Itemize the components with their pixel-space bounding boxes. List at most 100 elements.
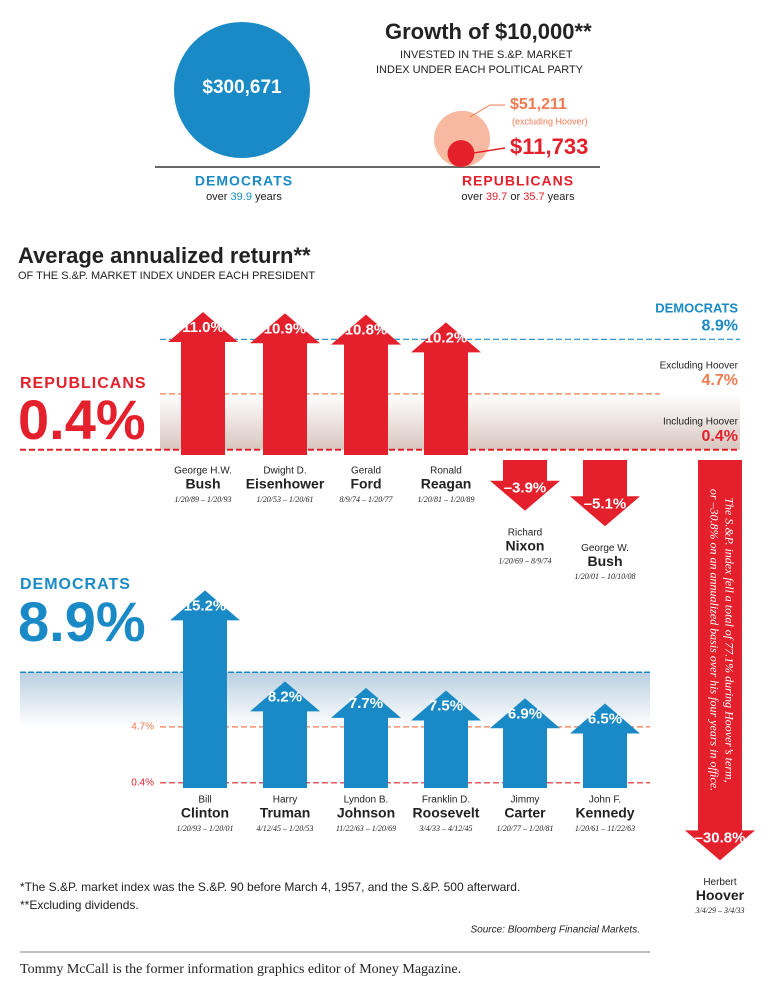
republicans-circle bbox=[447, 140, 475, 167]
president-dates: 1/20/01 – 10/10/08 bbox=[575, 572, 636, 581]
president-first: Herbert bbox=[703, 877, 737, 888]
president-last: Nixon bbox=[506, 537, 545, 553]
president-last: Reagan bbox=[421, 476, 472, 492]
arrow bbox=[250, 681, 320, 788]
rep-party: REPUBLICANS bbox=[20, 375, 147, 392]
reference-value: 0.4% bbox=[702, 428, 738, 445]
arrow bbox=[570, 460, 640, 527]
dem-average: 8.9% bbox=[18, 590, 146, 653]
source: Source: Bloomberg Financial Markets. bbox=[470, 925, 640, 936]
footnote: *The S.&P. market index was the S.&P. 90… bbox=[20, 880, 520, 894]
years-part: over bbox=[206, 191, 230, 203]
president-first: Bill bbox=[198, 795, 211, 806]
value-label: 11.0% bbox=[182, 319, 224, 336]
arrow bbox=[331, 687, 401, 788]
president-first: Jimmy bbox=[511, 795, 540, 806]
democrats-label: DEMOCRATS bbox=[195, 173, 293, 189]
president-first: Harry bbox=[273, 795, 297, 806]
president-last: Truman bbox=[260, 805, 311, 821]
president-first: John F. bbox=[589, 795, 621, 806]
president-first: George W. bbox=[581, 543, 629, 554]
president-dates: 1/20/61 – 11/22/63 bbox=[575, 824, 635, 833]
president-dates: 1/20/81 – 1/20/89 bbox=[418, 495, 475, 504]
president-dates: 1/20/89 – 1/20/93 bbox=[175, 495, 232, 504]
returns-title: Average annualized return** bbox=[18, 243, 311, 268]
value-label: 10.8% bbox=[345, 322, 388, 339]
years-part: 39.9 bbox=[231, 191, 252, 203]
reference-value: 4.7% bbox=[131, 722, 154, 733]
years-part: years bbox=[252, 191, 282, 203]
arrow bbox=[168, 312, 238, 455]
president-dates: 3/4/33 – 4/12/45 bbox=[419, 824, 473, 833]
president-last: Johnson bbox=[337, 805, 395, 821]
value-label: 10.9% bbox=[264, 320, 307, 337]
president-first: Lyndon B. bbox=[344, 795, 389, 806]
democrats-years: over 39.9 years bbox=[206, 191, 282, 203]
president-last: Eisenhower bbox=[246, 476, 325, 492]
president-last: Kennedy bbox=[575, 805, 634, 821]
footnote: **Excluding dividends. bbox=[20, 898, 139, 912]
democrats-value: $300,671 bbox=[202, 77, 282, 98]
reference-name: DEMOCRATS bbox=[655, 301, 738, 316]
value-label: 8.2% bbox=[268, 688, 302, 705]
president-last: Bush bbox=[588, 553, 623, 569]
value-label: –3.9% bbox=[504, 480, 547, 497]
reference-value: 0.4% bbox=[131, 777, 154, 788]
president-dates: 8/9/74 – 1/20/77 bbox=[340, 495, 394, 504]
arrow bbox=[490, 460, 560, 511]
arrow bbox=[331, 314, 401, 455]
republicans-value: $11,733 bbox=[510, 134, 588, 159]
president-dates: 1/20/53 – 1/20/61 bbox=[257, 495, 314, 504]
hoover-note: The S.&P. index fell a total of 77.1% du… bbox=[722, 497, 736, 782]
arrow bbox=[490, 698, 560, 788]
years-part: or bbox=[507, 191, 523, 203]
reference-name: Including Hoover bbox=[663, 416, 739, 427]
value-label: 7.5% bbox=[429, 697, 463, 714]
president-first: Richard bbox=[508, 527, 542, 538]
president-last: Carter bbox=[504, 805, 546, 821]
excluding-note: (excluding Hoover) bbox=[512, 116, 588, 126]
arrow bbox=[250, 313, 320, 455]
president-last: Bush bbox=[186, 476, 221, 492]
president-dates: 1/20/93 – 1/20/01 bbox=[177, 824, 234, 833]
value-label: 6.9% bbox=[508, 705, 542, 722]
democrats-circle bbox=[174, 22, 310, 158]
value-label: 7.7% bbox=[349, 695, 383, 712]
arrow bbox=[411, 690, 481, 788]
republicans-label: REPUBLICANS bbox=[462, 173, 574, 189]
reference-value: 8.9% bbox=[702, 318, 738, 335]
value-label: 15.2% bbox=[184, 597, 227, 614]
value-label: 6.5% bbox=[588, 710, 622, 727]
president-last: Roosevelt bbox=[413, 805, 480, 821]
growth-subtitle: INVESTED IN THE S.&P. MARKET bbox=[400, 49, 573, 61]
president-first: Franklin D. bbox=[422, 795, 470, 806]
president-dates: 3/4/29 – 3/4/33 bbox=[695, 906, 745, 915]
value-label: 10.2% bbox=[425, 329, 468, 346]
president-first: Dwight D. bbox=[263, 466, 306, 477]
growth-title: Growth of $10,000** bbox=[385, 19, 592, 44]
president-first: Ronald bbox=[430, 466, 462, 477]
growth-subtitle: INDEX UNDER EACH POLITICAL PARTY bbox=[376, 64, 584, 76]
republicans-years: over 39.7 or 35.7 years bbox=[461, 191, 575, 203]
arrow bbox=[411, 322, 481, 455]
value-label: –5.1% bbox=[584, 495, 627, 512]
hoover-note: or –30.8% on an annualized basis over hi… bbox=[707, 489, 721, 791]
dem-band bbox=[20, 672, 650, 727]
arrow bbox=[685, 460, 755, 861]
years-part: years bbox=[545, 191, 575, 203]
excluding-value: $51,211 bbox=[510, 96, 567, 113]
connector bbox=[469, 147, 506, 155]
reference-value: 4.7% bbox=[702, 372, 738, 389]
returns-subtitle: OF THE S.&P. MARKET INDEX UNDER EACH PRE… bbox=[18, 270, 315, 282]
credit: Tommy McCall is the former information g… bbox=[20, 962, 461, 977]
arrow bbox=[170, 590, 240, 788]
dem-party: DEMOCRATS bbox=[20, 576, 131, 593]
president-dates: 1/20/77 – 1/20/81 bbox=[497, 824, 554, 833]
president-last: Ford bbox=[350, 476, 381, 492]
years-part: 39.7 bbox=[486, 191, 507, 203]
years-part: 35.7 bbox=[523, 191, 544, 203]
rep-average: 0.4% bbox=[18, 388, 146, 451]
arrow bbox=[570, 703, 640, 788]
